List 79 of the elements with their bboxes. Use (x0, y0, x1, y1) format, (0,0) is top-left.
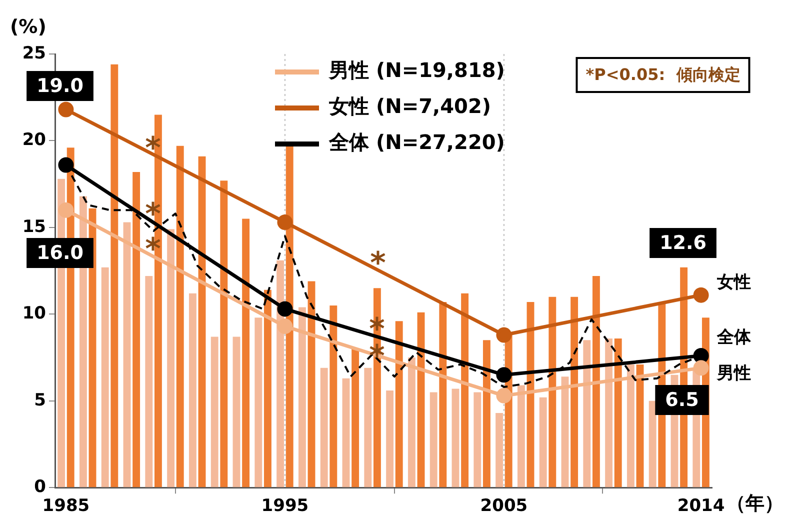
bar (648, 400, 656, 488)
annotation: * (370, 246, 386, 281)
point (496, 388, 512, 404)
bar (123, 222, 131, 488)
point (496, 327, 512, 343)
bar (330, 305, 338, 488)
x-tick-label: 1995 (261, 496, 309, 516)
bar (395, 321, 403, 488)
bar (220, 180, 228, 488)
bar (242, 218, 250, 488)
bar (188, 293, 196, 488)
bar (386, 390, 394, 488)
bar (517, 385, 525, 488)
y-tick-label: 10 (22, 304, 46, 324)
bar (110, 64, 118, 488)
bar (167, 229, 175, 488)
point (277, 301, 293, 317)
bar (364, 368, 372, 488)
bar (352, 348, 360, 488)
bar (408, 358, 416, 488)
bar (548, 296, 556, 488)
bar (561, 376, 569, 488)
point (277, 318, 293, 334)
x-tick-label: 1985 (42, 496, 90, 516)
bar (570, 296, 578, 488)
annotation: 6.5 (665, 388, 699, 411)
bar (605, 338, 613, 488)
bar (210, 336, 218, 488)
legend-label: 男性 (N=19,818) (328, 58, 505, 82)
bar (539, 397, 547, 488)
bar (145, 276, 153, 488)
annotation: 12.6 (660, 232, 706, 254)
y-axis-title: (%) (10, 16, 46, 38)
point (58, 157, 74, 173)
annotation: *P<0.05: 傾向検定 (586, 65, 740, 84)
bar (254, 318, 262, 488)
bar (320, 368, 328, 488)
bar (482, 340, 490, 488)
bar (461, 293, 469, 488)
bar (626, 364, 634, 488)
bar (232, 336, 240, 488)
point (496, 367, 512, 383)
y-tick-label: 15 (22, 216, 46, 237)
bar (101, 267, 109, 488)
y-tick-label: 0 (34, 477, 46, 498)
point (277, 214, 293, 230)
point (58, 102, 74, 118)
bar (430, 392, 438, 488)
y-tick-label: 20 (22, 130, 46, 150)
annotation: 19.0 (36, 74, 84, 97)
x-tick-label: 2005 (480, 496, 528, 516)
point (693, 287, 709, 303)
legend-label: 全体 (N=27,220) (328, 130, 505, 154)
bar (496, 413, 504, 488)
y-tick-label: 5 (34, 390, 46, 410)
x-tick-label: 2014 (677, 496, 725, 516)
annotation: 16.0 (36, 242, 84, 264)
bar (264, 290, 272, 488)
text: 女性 (716, 272, 751, 292)
x-axis-title: （年） (726, 492, 784, 515)
text: 全体 (716, 327, 752, 348)
bar (439, 302, 447, 488)
bar (176, 146, 184, 488)
bar (592, 276, 600, 488)
point (58, 202, 74, 218)
bar (614, 338, 622, 488)
point (693, 360, 709, 376)
bar (452, 388, 460, 488)
bar (636, 364, 644, 488)
bar (342, 378, 350, 488)
bar (298, 307, 306, 488)
bar (474, 392, 482, 488)
bar (198, 156, 206, 488)
bar (132, 172, 140, 488)
legend-label: 女性 (N=7,402) (328, 94, 492, 118)
text: 男性 (716, 363, 751, 384)
y-tick-label: 25 (22, 43, 46, 64)
bar (308, 281, 316, 488)
bar (583, 340, 591, 488)
